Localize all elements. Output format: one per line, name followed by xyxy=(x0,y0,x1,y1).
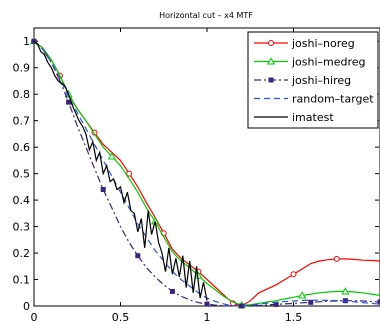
series-marker xyxy=(66,99,72,105)
axes: 0 0.5 1 1.5 0 0.1 0.2 0.3 0.4 0.5 0.6 0.7 0.8 0.9 1 xyxy=(13,28,379,324)
legend-marker xyxy=(266,57,276,65)
series-line xyxy=(33,40,208,301)
series-marker xyxy=(290,271,297,278)
legend: joshi–noreg joshi–medreg joshi–hireg random… xyxy=(247,31,379,129)
y-tick-label: 0 xyxy=(23,300,30,313)
series-marker xyxy=(204,301,210,307)
legend-marker xyxy=(268,77,274,83)
chart-title: Horizontal cut – x4 MTF xyxy=(159,11,253,20)
y-tick-label: 1 xyxy=(23,35,30,48)
legend-label: joshi–hireg xyxy=(291,74,351,87)
series-marker xyxy=(341,287,350,295)
legend-marker xyxy=(268,40,274,46)
series-marker xyxy=(308,299,314,305)
y-tick-label: 0.9 xyxy=(13,62,31,75)
legend-label: joshi–medreg xyxy=(291,56,366,69)
x-tick-label: 1 xyxy=(204,311,211,324)
legend-label: imatest xyxy=(292,111,334,124)
x-tick-label: 0 xyxy=(31,311,38,324)
series-marker xyxy=(377,299,380,305)
series-marker xyxy=(135,253,141,259)
series-4 xyxy=(33,40,208,301)
x-tick-label: 1.5 xyxy=(285,311,303,324)
y-tick-label: 0.4 xyxy=(13,194,31,207)
series-marker xyxy=(169,288,175,294)
y-tick-label: 0.6 xyxy=(13,141,31,154)
y-tick-label: 0.5 xyxy=(13,168,31,181)
legend-label: joshi–noreg xyxy=(291,37,355,50)
series-marker xyxy=(126,170,133,177)
legend-label: random–target xyxy=(292,93,374,106)
series-marker xyxy=(107,152,116,160)
y-tick-label: 0.1 xyxy=(13,274,31,287)
series-marker xyxy=(298,291,307,299)
x-tick-label: 0.5 xyxy=(112,311,130,324)
y-tick-label: 0.7 xyxy=(13,115,31,128)
y-tick-label: 0.2 xyxy=(13,247,31,260)
series-marker xyxy=(333,255,340,262)
plot-lines xyxy=(29,37,380,309)
y-tick-label: 0.3 xyxy=(13,221,31,234)
series-line xyxy=(33,40,380,306)
series-marker xyxy=(100,187,106,193)
y-tick-label: 0.8 xyxy=(13,88,31,101)
